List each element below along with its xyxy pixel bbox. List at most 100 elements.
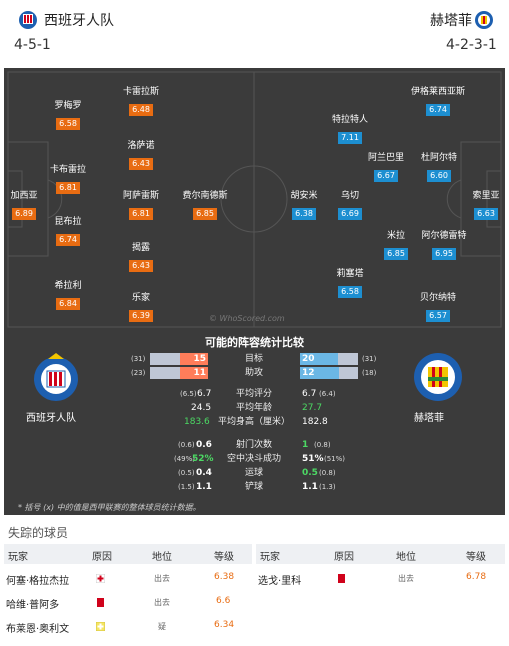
stat-label: 铲球 [244,482,263,492]
away-player-1[interactable]: 特拉特人 7.11 [320,112,380,144]
missing-row[interactable]: 布莱恩·奥利文 疑 6.34 [4,616,252,638]
home-player-7[interactable]: 昆布拉 6.74 [38,214,98,246]
away-label: 赫塔菲 [414,413,444,424]
player-name: 阿萨雷斯 [122,191,159,201]
assists-row: (23) 11 助攻 12 (18) [4,367,505,379]
missing-row[interactable]: 选戈·里科 出去 6.78 [256,568,505,590]
player-rating: 6.58 [338,286,362,298]
home-total: (31) [131,355,146,363]
away-player-6[interactable]: 索里亚 6.63 [456,188,505,220]
away-player-10[interactable]: 贝尔纳特 6.57 [408,290,468,322]
away-value: 27.7 [302,403,323,413]
away-paren: (51%) [324,455,346,463]
player-rating: 6.43 [129,158,153,170]
missing-rating: 6.6 [216,596,231,606]
player-rating: 7.11 [338,132,362,144]
missing-player-name[interactable]: 布莱恩·奥利文 [6,624,70,635]
stat-label: 运球 [244,468,263,478]
player-rating: 6.74 [56,234,80,246]
stat-row-aerial: (49%) 52% 空中决斗成功 51% (51%) [4,453,505,465]
pitch-lines [7,71,502,328]
away-player-4[interactable]: 胡安米 6.38 [274,188,334,220]
home-paren: (49%) [174,455,196,463]
home-value: 52% [192,454,214,464]
header-position: 地位 [152,552,172,563]
home-player-6[interactable]: 费尔南德斯 6.85 [175,188,235,220]
player-name: 米拉 [386,231,405,241]
missing-rating: 6.34 [214,620,235,630]
player-rating: 6.60 [427,170,451,182]
home-player-2[interactable]: 洛萨诺 6.43 [111,138,171,170]
missing-player-name[interactable]: 选戈·里科 [258,576,302,587]
home-paren: (6.5) [180,390,197,398]
player-name: 索里亚 [472,191,500,201]
away-paren: (0.8) [319,469,336,477]
player-name: 希拉利 [54,281,82,291]
getafe-crest-icon [475,11,493,29]
home-player-0[interactable]: 罗梅罗 6.58 [38,98,98,130]
home-team-name[interactable]: 西班牙人队 [44,13,114,29]
home-player-1[interactable]: 卡雷拉斯 6.48 [111,84,171,116]
player-rating: 6.81 [129,208,153,220]
player-name: 费尔南德斯 [182,191,228,201]
away-value: 1 [302,440,309,450]
player-name: 伊格莱西亚斯 [410,87,465,97]
away-player-2[interactable]: 阿兰巴里 6.67 [356,150,416,182]
home-player-10[interactable]: 乐家 6.39 [111,290,171,322]
home-total: (23) [131,369,146,377]
away-team-name[interactable]: 赫塔菲 [430,13,472,29]
stat-row-rating: (6.5) 6.7 平均评分 6.7 (6.4) [4,388,505,400]
home-player-5[interactable]: 阿萨雷斯 6.81 [111,188,171,220]
away-player-5[interactable]: 乌切 6.69 [320,188,380,220]
away-player-9[interactable]: 莉塞塔 6.58 [320,266,380,298]
home-value: 183.6 [184,417,210,427]
away-bar-track: 12 [300,367,358,379]
header-reason: 原因 [334,552,354,563]
home-value: 0.4 [196,468,212,478]
missing-row[interactable]: 哈维·普阿多 出去 6.6 [4,592,252,614]
missing-player-name[interactable]: 哈维·普阿多 [6,600,60,611]
player-rating: 6.81 [56,182,80,194]
home-paren: (0.6) [178,441,195,449]
missing-player-name[interactable]: 何塞·格拉杰拉 [6,576,70,587]
red-card-icon [338,574,345,583]
doubtful-icon [96,622,105,631]
comparison-title: 可能的阵容统计比较 [205,336,304,349]
home-player-9[interactable]: 希拉利 6.84 [38,278,98,310]
missing-players-title: 失踪的球员 [8,526,69,540]
home-value: 0.6 [196,440,212,450]
player-name: 阿兰巴里 [367,153,404,163]
stat-label: 平均年龄 [235,403,272,413]
away-player-0[interactable]: 伊格莱西亚斯 6.74 [408,84,468,116]
goals-row: (31) 15 目标 20 (31) [4,353,505,365]
player-rating: 6.63 [474,208,498,220]
away-formation: 4-2-3-1 [446,37,497,53]
home-player-8[interactable]: 揭露 6.43 [111,240,171,272]
player-name: 洛萨诺 [127,141,155,151]
player-name: 加西亚 [10,191,38,201]
stat-row-height: 183.6 平均身高（厘米） 182.8 [4,416,505,428]
home-bar-track: 11 [150,367,208,379]
away-player-3[interactable]: 杜阿尔特 6.60 [409,150,469,182]
missing-row[interactable]: 何塞·格拉杰拉 出去 6.38 [4,568,252,590]
player-name: 罗梅罗 [54,101,82,111]
away-value: 6.7 [302,389,317,399]
away-player-8[interactable]: 阿尔德雷特 6.95 [414,228,474,260]
getafe-crest-icon [414,353,462,401]
home-player-3[interactable]: 卡布雷拉 6.81 [38,162,98,194]
player-rating: 6.74 [426,104,450,116]
player-name: 揭露 [131,243,150,253]
away-value: 0.5 [302,468,318,478]
home-bar-fill [180,353,208,365]
lineup-comparison: 可能的阵容统计比较 西班牙人队 赫塔菲 (31) 15 目标 20 (31) (… [4,331,505,515]
espanyol-crest-icon [19,11,37,29]
missing-rating: 6.38 [214,572,235,582]
home-player-4[interactable]: 加西亚 6.89 [4,188,54,220]
pitch: 罗梅罗 6.58 卡雷拉斯 6.48 洛萨诺 6.43 卡布雷拉 6.81 加西… [4,68,505,331]
home-paren: (0.5) [178,469,195,477]
away-missing-header: 玩家 原因 地位 等级 [256,544,505,564]
stat-row-shots: (0.6) 0.6 射门次数 1 (0.8) [4,439,505,451]
away-value: 20 [302,354,315,364]
player-rating: 6.57 [426,310,450,322]
away-player-7[interactable]: 米拉 6.85 [366,228,426,260]
